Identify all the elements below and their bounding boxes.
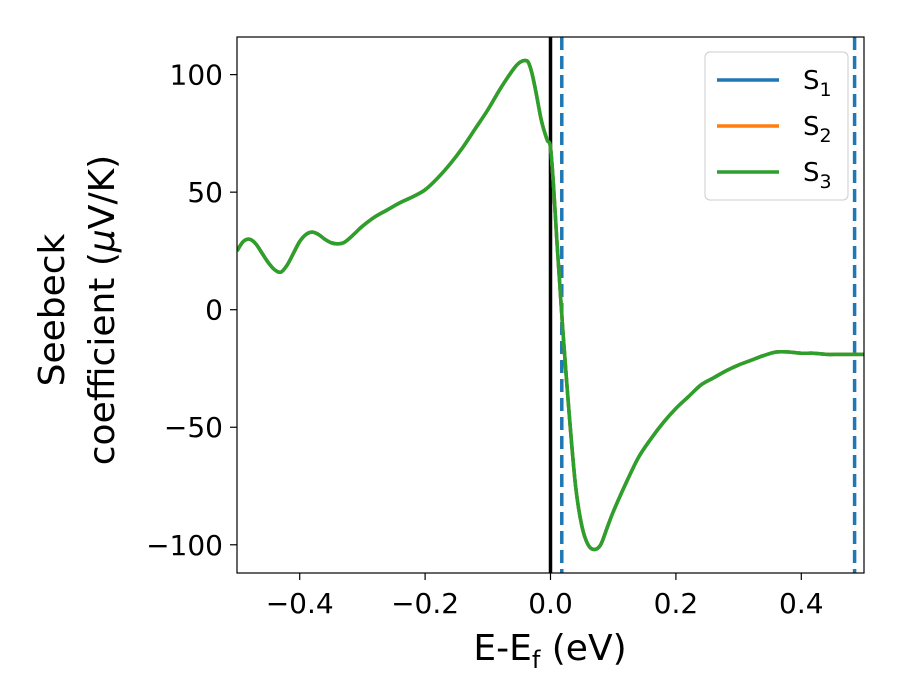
y-axis-label: Seebeck coefficient (μV/K) [32, 155, 123, 465]
x-tick-label: 0.4 [779, 587, 824, 620]
y-tick-label: 0 [205, 294, 223, 327]
y-tick-label: −50 [164, 411, 223, 444]
legend: S1 S2 S3 [704, 51, 849, 201]
y-axis-label-line2: coefficient (μV/K) [82, 155, 123, 465]
y-tick-label: 100 [170, 59, 223, 92]
y-tick-label: 50 [187, 176, 223, 209]
legend-label-s1: S1 [803, 66, 832, 101]
series-lines [237, 58, 864, 552]
x-tick-label: 0.0 [528, 587, 573, 620]
y-tick-label: −100 [146, 529, 223, 562]
legend-label-s3: S3 [803, 158, 832, 193]
y-ticks: 100 50 0 −50 −100 [146, 59, 237, 562]
y-axis-label-line1: Seebeck [32, 233, 73, 386]
series-line-s3 [237, 58, 864, 552]
x-tick-label: −0.2 [391, 587, 459, 620]
x-ticks: −0.4 −0.2 0.0 0.2 0.4 [266, 573, 824, 620]
legend-label-s2: S2 [803, 112, 832, 147]
x-axis-label: E-Ef (eV) [473, 628, 626, 674]
x-tick-label: 0.2 [654, 587, 699, 620]
x-tick-label: −0.4 [266, 587, 334, 620]
